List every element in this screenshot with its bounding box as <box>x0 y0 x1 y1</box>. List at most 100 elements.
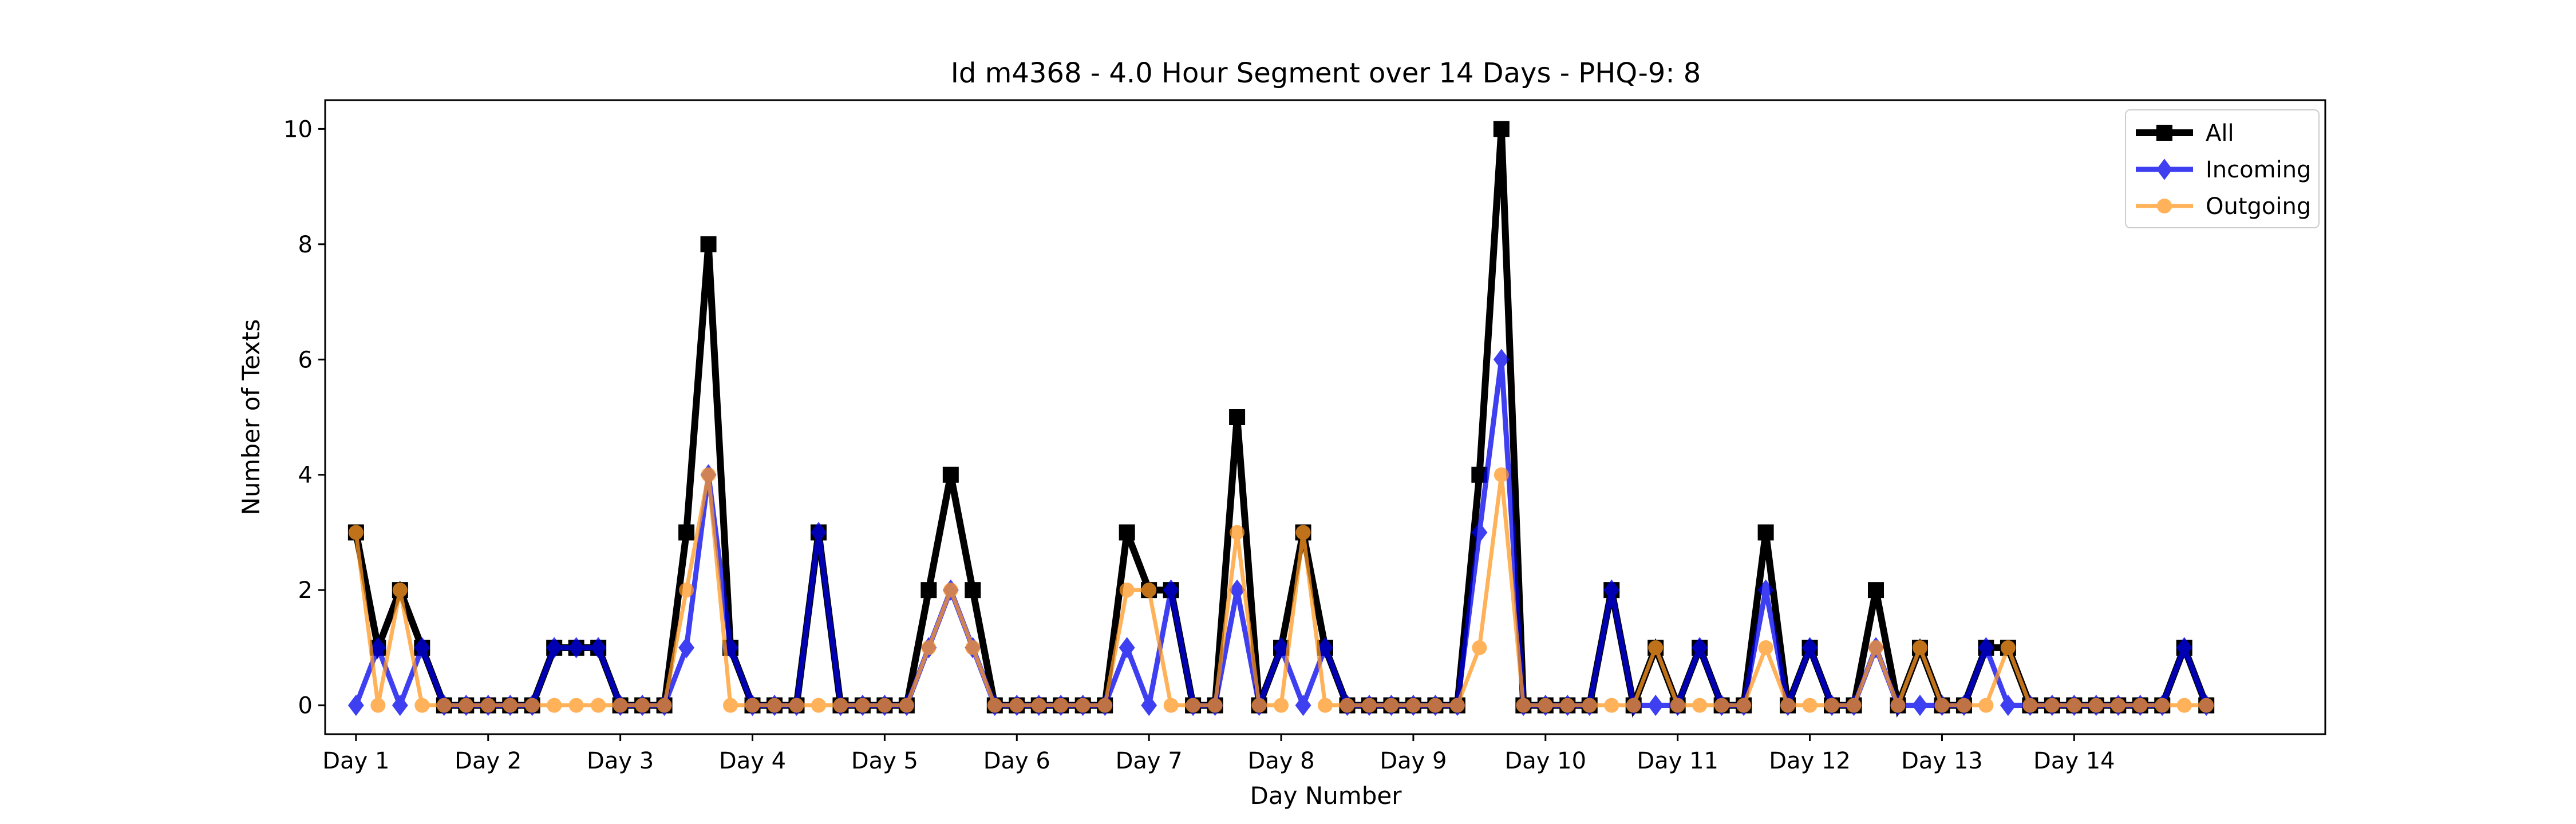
data-point-incoming <box>2000 695 2016 716</box>
data-point-outgoing <box>1097 698 1113 713</box>
data-point-all <box>678 524 695 541</box>
data-point-all <box>965 582 981 599</box>
data-point-outgoing <box>701 467 716 482</box>
x-tick-label: Day 4 <box>719 748 786 774</box>
data-point-outgoing <box>1075 698 1091 713</box>
data-point-outgoing <box>1361 698 1377 713</box>
data-point-outgoing <box>679 583 694 598</box>
data-point-outgoing <box>1031 698 1046 713</box>
data-point-outgoing <box>1692 698 1708 713</box>
x-tick-label: Day 11 <box>1637 748 1718 774</box>
data-point-outgoing <box>1626 698 1641 713</box>
data-point-outgoing <box>1912 640 1927 655</box>
data-point-outgoing <box>2132 698 2148 713</box>
legend-label-all: All <box>2206 120 2234 146</box>
data-point-incoming <box>414 637 430 659</box>
data-point-outgoing <box>723 698 738 713</box>
data-point-outgoing <box>2176 698 2192 713</box>
data-point-outgoing <box>459 698 474 713</box>
data-point-all <box>1229 409 1246 425</box>
data-point-outgoing <box>1340 698 1355 713</box>
data-point-outgoing <box>392 583 408 598</box>
data-point-outgoing <box>2111 698 2126 713</box>
data-point-outgoing <box>1670 698 1685 713</box>
data-point-outgoing <box>613 698 628 713</box>
data-point-incoming <box>1141 695 1157 716</box>
series-outgoing <box>348 467 2214 713</box>
data-point-outgoing <box>2067 698 2082 713</box>
data-point-outgoing <box>2000 640 2016 655</box>
data-point-incoming <box>1978 637 1994 659</box>
data-point-outgoing <box>1207 698 1223 713</box>
data-point-outgoing <box>833 698 848 713</box>
data-point-outgoing <box>1714 698 1729 713</box>
data-point-all <box>1757 524 1774 541</box>
x-tick-label: Day 10 <box>1504 748 1586 774</box>
data-point-outgoing <box>657 698 672 713</box>
y-tick-label: 2 <box>298 577 313 604</box>
legend-marker-outgoing <box>2157 199 2172 213</box>
data-point-outgoing <box>1956 698 1971 713</box>
data-point-outgoing <box>1824 698 1840 713</box>
data-point-outgoing <box>1318 698 1333 713</box>
data-point-outgoing <box>524 698 540 713</box>
data-point-outgoing <box>1428 698 1443 713</box>
data-point-outgoing <box>2088 698 2104 713</box>
data-point-incoming <box>568 637 584 659</box>
data-point-incoming <box>1757 579 1774 601</box>
data-point-outgoing <box>877 698 892 713</box>
data-point-outgoing <box>1538 698 1553 713</box>
data-point-outgoing <box>503 698 518 713</box>
data-point-all <box>942 466 959 483</box>
data-point-outgoing <box>1758 640 1773 655</box>
data-point-outgoing <box>745 698 760 713</box>
data-point-outgoing <box>1405 698 1421 713</box>
data-point-outgoing <box>568 698 584 713</box>
data-point-outgoing <box>635 698 650 713</box>
data-point-outgoing <box>1802 698 1818 713</box>
data-point-outgoing <box>811 698 826 713</box>
data-point-incoming <box>1273 637 1289 659</box>
data-point-outgoing <box>1119 583 1135 598</box>
data-point-outgoing <box>1163 698 1179 713</box>
data-point-incoming <box>1163 579 1179 601</box>
data-point-outgoing <box>1846 698 1862 713</box>
data-point-outgoing <box>414 698 430 713</box>
x-tick-label: Day 14 <box>2033 748 2115 774</box>
data-point-outgoing <box>1449 698 1465 713</box>
data-point-outgoing <box>547 698 562 713</box>
data-point-outgoing <box>1141 583 1157 598</box>
data-point-incoming <box>722 637 738 659</box>
y-axis-label: Number of Texts <box>237 319 265 516</box>
data-point-incoming <box>590 637 607 659</box>
legend-marker-all <box>2156 125 2172 141</box>
data-point-outgoing <box>1736 698 1752 713</box>
data-point-outgoing <box>1384 698 1399 713</box>
x-tick-label: Day 2 <box>455 748 521 774</box>
data-point-incoming <box>1229 579 1246 601</box>
data-point-incoming <box>347 695 364 716</box>
legend-label-incoming: Incoming <box>2206 157 2311 183</box>
series-layer <box>347 121 2215 718</box>
data-point-outgoing <box>2044 698 2060 713</box>
data-point-outgoing <box>2199 698 2214 713</box>
legend-box <box>2125 109 2320 228</box>
data-point-incoming <box>1692 637 1708 659</box>
plot-area <box>324 99 2326 735</box>
data-point-outgoing <box>348 525 364 540</box>
data-point-outgoing <box>591 698 606 713</box>
y-axis: 0 2 4 6 8 10 <box>283 116 325 719</box>
data-point-outgoing <box>1868 640 1884 655</box>
y-tick-label: 4 <box>298 462 313 489</box>
data-point-outgoing <box>1780 698 1796 713</box>
data-point-outgoing <box>436 698 452 713</box>
data-point-incoming <box>811 521 827 544</box>
data-point-incoming <box>1119 637 1135 659</box>
data-point-outgoing <box>1648 640 1664 655</box>
data-point-outgoing <box>965 640 981 655</box>
data-point-outgoing <box>1494 467 1509 482</box>
data-point-incoming <box>370 637 386 659</box>
x-tick-label: Day 1 <box>322 748 389 774</box>
data-point-outgoing <box>1053 698 1069 713</box>
